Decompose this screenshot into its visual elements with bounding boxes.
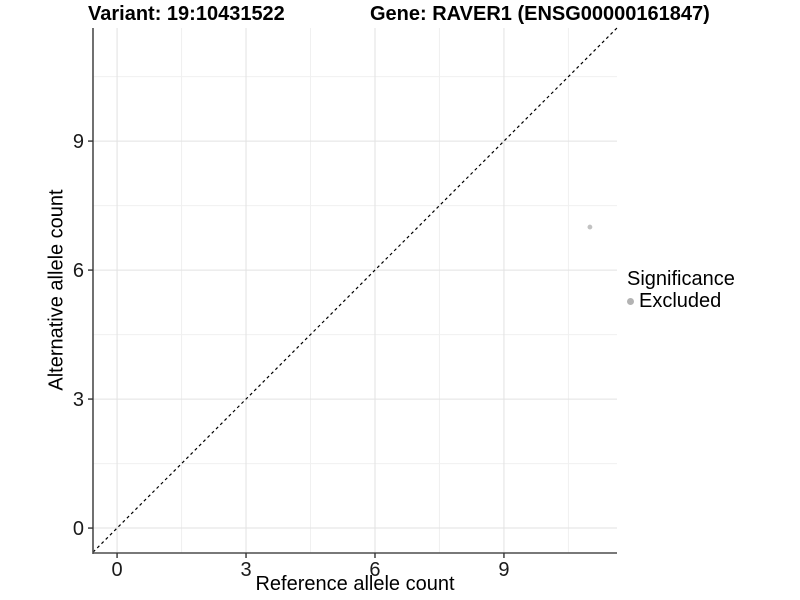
legend-title: Significance (627, 268, 735, 290)
legend: Significance Excluded (627, 268, 735, 312)
identity-dashed-line (92, 27, 618, 553)
legend-item-excluded: Excluded (627, 290, 735, 312)
y-tick-label: 6 (73, 260, 84, 282)
plot-title-gene: Gene: RAVER1 (ENSG00000161847) (370, 3, 710, 25)
x-tick-label: 6 (369, 559, 380, 581)
y-tick-label: 9 (73, 131, 84, 153)
x-tick-label: 9 (498, 559, 509, 581)
y-tick-label: 0 (73, 518, 84, 540)
legend-point-swatch (627, 297, 634, 305)
x-tick-label: 0 (112, 559, 123, 581)
y-tick-label: 3 (73, 389, 84, 411)
x-tick-label: 3 (240, 559, 251, 581)
data-point (587, 224, 593, 230)
legend-item-label: Excluded (639, 290, 722, 312)
plot-title-variant: Variant: 19:10431522 (88, 3, 285, 25)
x-axis-title: Reference allele count (255, 573, 455, 595)
